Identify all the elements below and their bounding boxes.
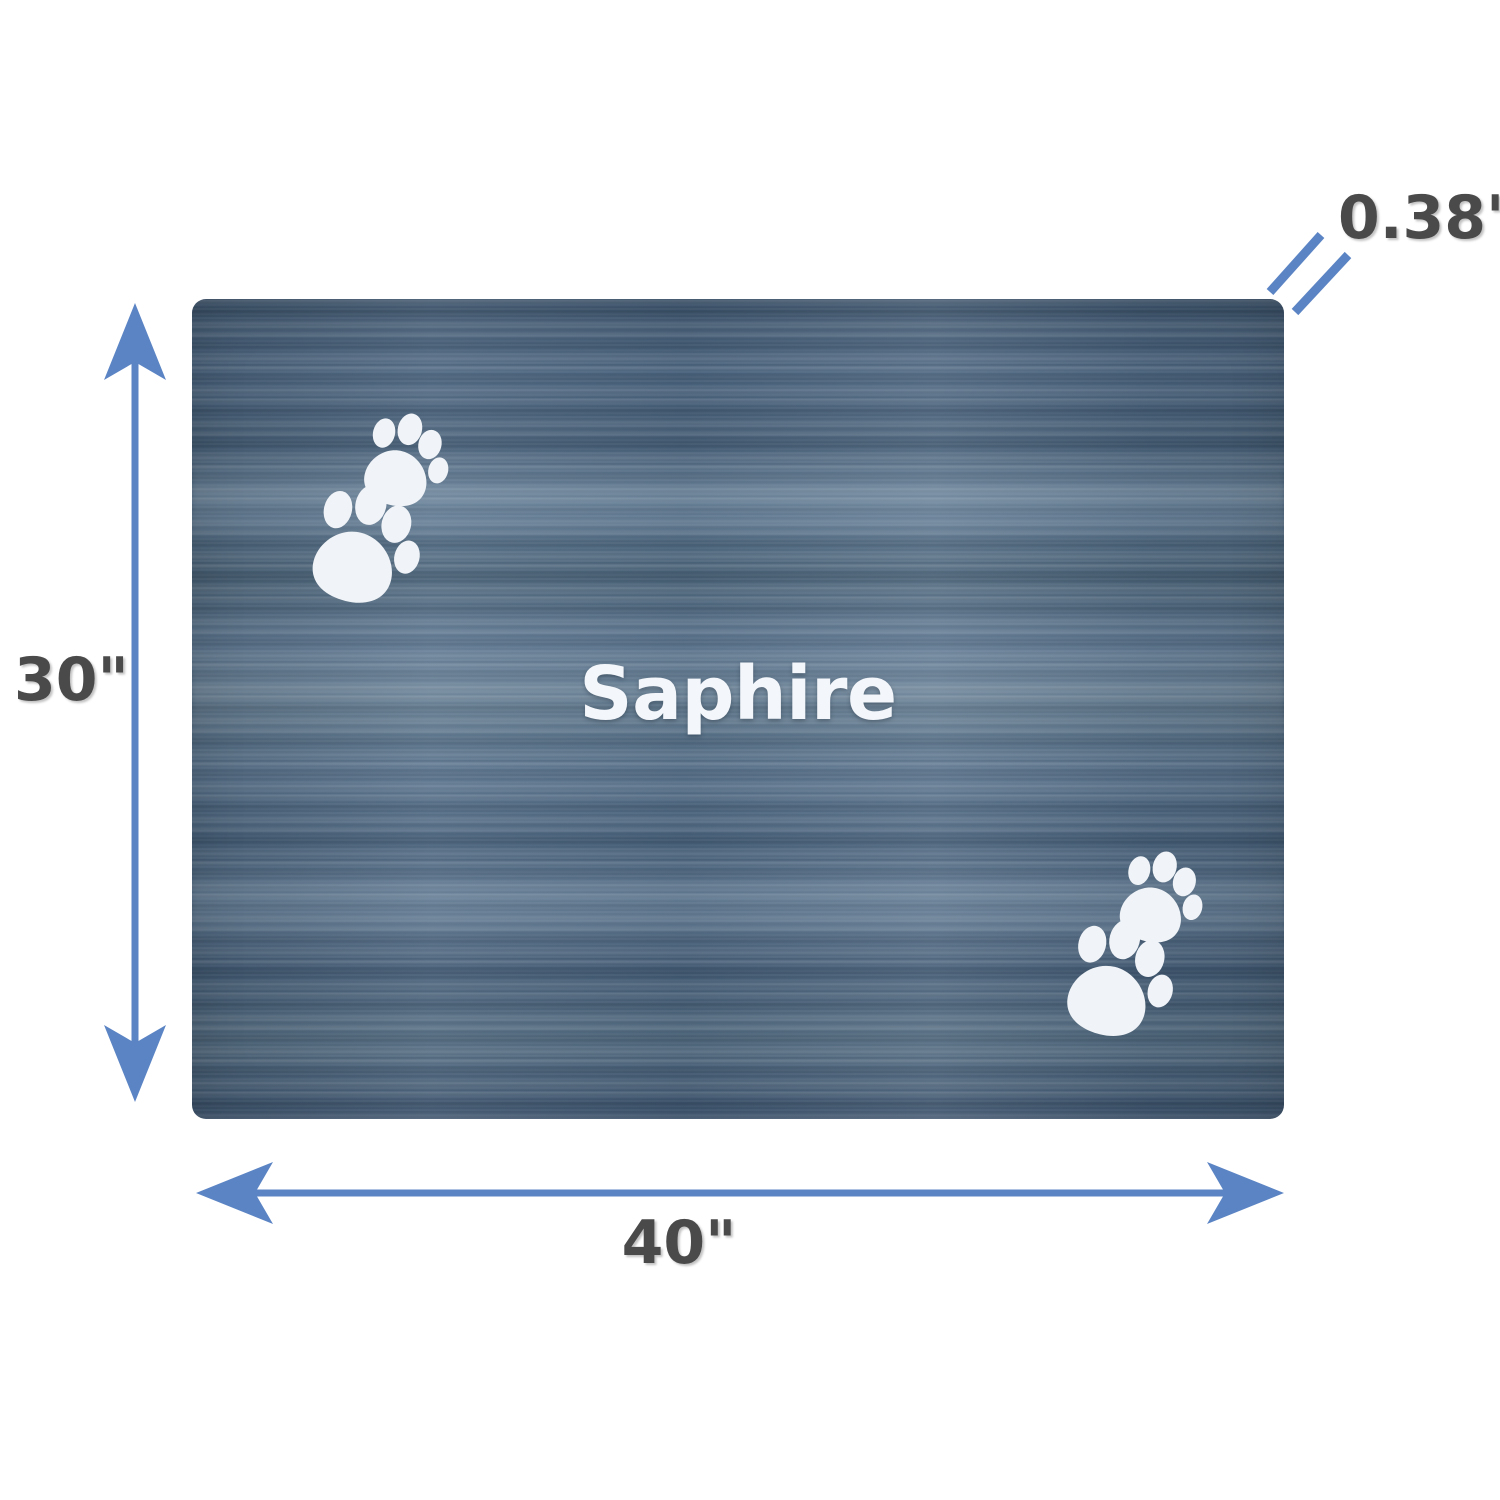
paw-print-icon (312, 484, 420, 603)
paw-print-icon (1119, 851, 1203, 943)
paw-print-icon (1067, 919, 1173, 1036)
mat-surface: Saphire (192, 299, 1284, 1119)
width-dimension-arrow (196, 1162, 1284, 1224)
product-mat[interactable]: Saphire (192, 299, 1284, 1119)
thickness-dimension-label: 0.38" (1338, 183, 1500, 253)
paw-print-icon (364, 413, 449, 507)
height-dimension-label: 30" (14, 645, 129, 715)
personalized-name-text: Saphire (579, 651, 897, 737)
width-dimension-label: 40" (621, 1208, 737, 1278)
